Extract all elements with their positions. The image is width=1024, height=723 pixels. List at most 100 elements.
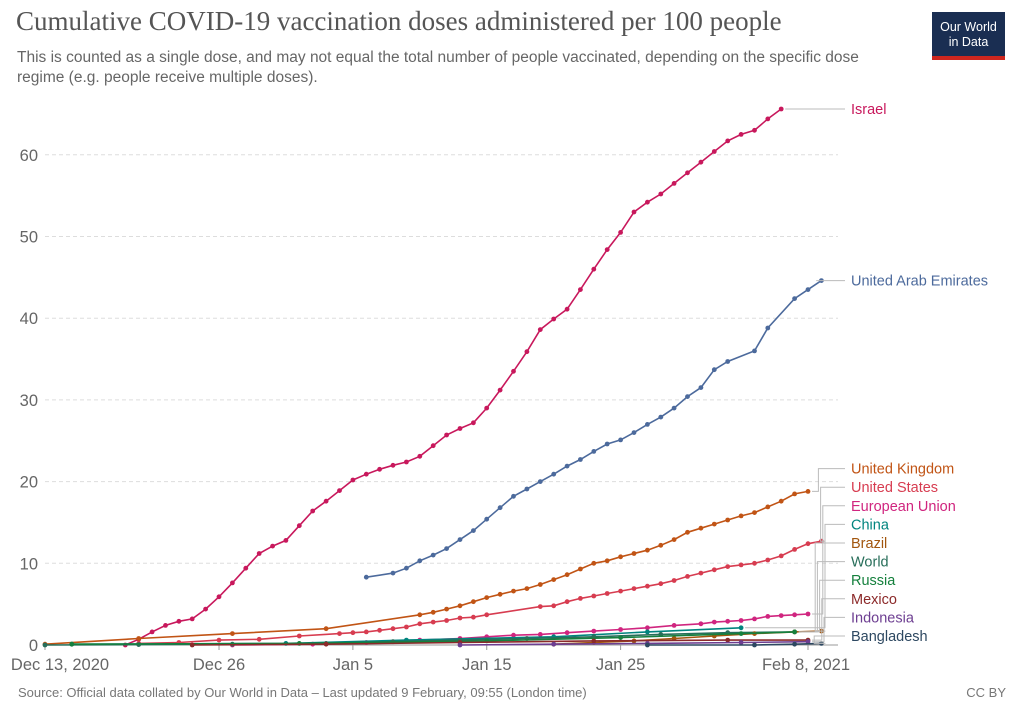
data-point[interactable] xyxy=(457,615,463,621)
data-point[interactable] xyxy=(337,488,342,493)
series-label[interactable]: Russia xyxy=(851,573,896,589)
data-point[interactable] xyxy=(645,199,650,205)
license-link[interactable]: CC BY xyxy=(966,685,1006,700)
series-line[interactable] xyxy=(124,108,782,646)
data-point[interactable] xyxy=(618,437,623,443)
data-point[interactable] xyxy=(524,586,530,591)
series-united-kingdom[interactable] xyxy=(42,489,811,647)
data-point[interactable] xyxy=(671,623,677,628)
data-point[interactable] xyxy=(296,523,302,529)
data-point[interactable] xyxy=(430,619,436,625)
data-point[interactable] xyxy=(430,443,436,449)
data-point[interactable] xyxy=(658,542,664,548)
data-point[interactable] xyxy=(390,570,396,576)
data-point[interactable] xyxy=(337,631,342,636)
data-point[interactable] xyxy=(189,616,195,622)
data-point[interactable] xyxy=(497,591,503,597)
series-label[interactable]: European Union xyxy=(851,499,956,515)
data-point[interactable] xyxy=(631,430,637,435)
data-point[interactable] xyxy=(604,247,610,253)
data-point[interactable] xyxy=(591,449,597,454)
data-point[interactable] xyxy=(711,149,717,154)
data-point[interactable] xyxy=(363,471,369,477)
data-point[interactable] xyxy=(471,528,476,533)
data-point[interactable] xyxy=(310,508,316,514)
data-point[interactable] xyxy=(725,618,731,624)
data-point[interactable] xyxy=(42,642,48,648)
data-point[interactable] xyxy=(778,106,784,112)
series-line[interactable] xyxy=(44,490,809,645)
data-point[interactable] xyxy=(444,618,449,623)
data-point[interactable] xyxy=(511,368,516,374)
data-point[interactable] xyxy=(323,626,329,632)
data-point[interactable] xyxy=(711,367,717,373)
data-point[interactable] xyxy=(377,627,382,633)
series-label[interactable]: China xyxy=(851,517,890,533)
data-point[interactable] xyxy=(578,457,583,462)
data-point[interactable] xyxy=(471,614,476,620)
data-point[interactable] xyxy=(537,632,543,637)
data-point[interactable] xyxy=(805,611,811,617)
data-point[interactable] xyxy=(752,127,757,133)
data-point[interactable] xyxy=(417,612,423,618)
data-point[interactable] xyxy=(618,230,623,235)
data-point[interactable] xyxy=(645,422,650,427)
data-point[interactable] xyxy=(230,631,235,636)
data-point[interactable] xyxy=(752,348,757,354)
data-point[interactable] xyxy=(792,641,797,647)
data-point[interactable] xyxy=(323,498,329,504)
data-point[interactable] xyxy=(537,604,543,609)
data-point[interactable] xyxy=(725,637,731,643)
data-point[interactable] xyxy=(417,558,423,564)
data-point[interactable] xyxy=(417,453,423,459)
data-point[interactable] xyxy=(270,543,275,549)
data-point[interactable] xyxy=(444,606,449,612)
data-point[interactable] xyxy=(792,612,797,618)
data-point[interactable] xyxy=(658,581,664,587)
data-point[interactable] xyxy=(765,116,771,122)
data-point[interactable] xyxy=(778,553,784,559)
data-point[interactable] xyxy=(203,606,209,612)
data-point[interactable] xyxy=(404,624,409,630)
data-point[interactable] xyxy=(564,572,570,578)
data-point[interactable] xyxy=(738,631,744,636)
data-point[interactable] xyxy=(551,603,557,609)
data-point[interactable] xyxy=(444,432,449,438)
data-point[interactable] xyxy=(618,554,623,560)
data-point[interactable] xyxy=(792,296,797,301)
data-point[interactable] xyxy=(711,567,717,573)
data-point[interactable] xyxy=(752,510,757,515)
data-point[interactable] xyxy=(404,565,409,571)
data-point[interactable] xyxy=(564,630,570,636)
data-point[interactable] xyxy=(685,170,690,176)
data-point[interactable] xyxy=(430,552,436,558)
data-point[interactable] xyxy=(591,638,597,644)
data-point[interactable] xyxy=(511,632,516,638)
data-point[interactable] xyxy=(658,191,664,197)
data-point[interactable] xyxy=(537,479,543,484)
data-point[interactable] xyxy=(363,574,369,580)
data-point[interactable] xyxy=(698,570,704,576)
series-label[interactable]: United States xyxy=(851,480,938,496)
data-point[interactable] xyxy=(390,626,396,632)
data-point[interactable] xyxy=(618,627,623,632)
data-point[interactable] xyxy=(484,405,490,411)
data-point[interactable] xyxy=(671,578,677,583)
data-point[interactable] xyxy=(350,477,356,483)
data-point[interactable] xyxy=(564,599,570,605)
data-point[interactable] xyxy=(725,564,731,569)
data-point[interactable] xyxy=(645,642,650,648)
data-point[interactable] xyxy=(645,625,650,631)
data-point[interactable] xyxy=(457,537,463,542)
data-point[interactable] xyxy=(792,629,797,635)
series-line[interactable] xyxy=(366,279,822,578)
data-point[interactable] xyxy=(685,394,690,399)
data-point[interactable] xyxy=(524,349,530,355)
data-point[interactable] xyxy=(363,629,369,635)
data-point[interactable] xyxy=(631,209,637,215)
data-point[interactable] xyxy=(698,159,704,165)
series-label[interactable]: Bangladesh xyxy=(851,629,928,645)
data-point[interactable] xyxy=(243,565,249,571)
data-point[interactable] xyxy=(671,537,677,542)
data-point[interactable] xyxy=(444,546,449,551)
